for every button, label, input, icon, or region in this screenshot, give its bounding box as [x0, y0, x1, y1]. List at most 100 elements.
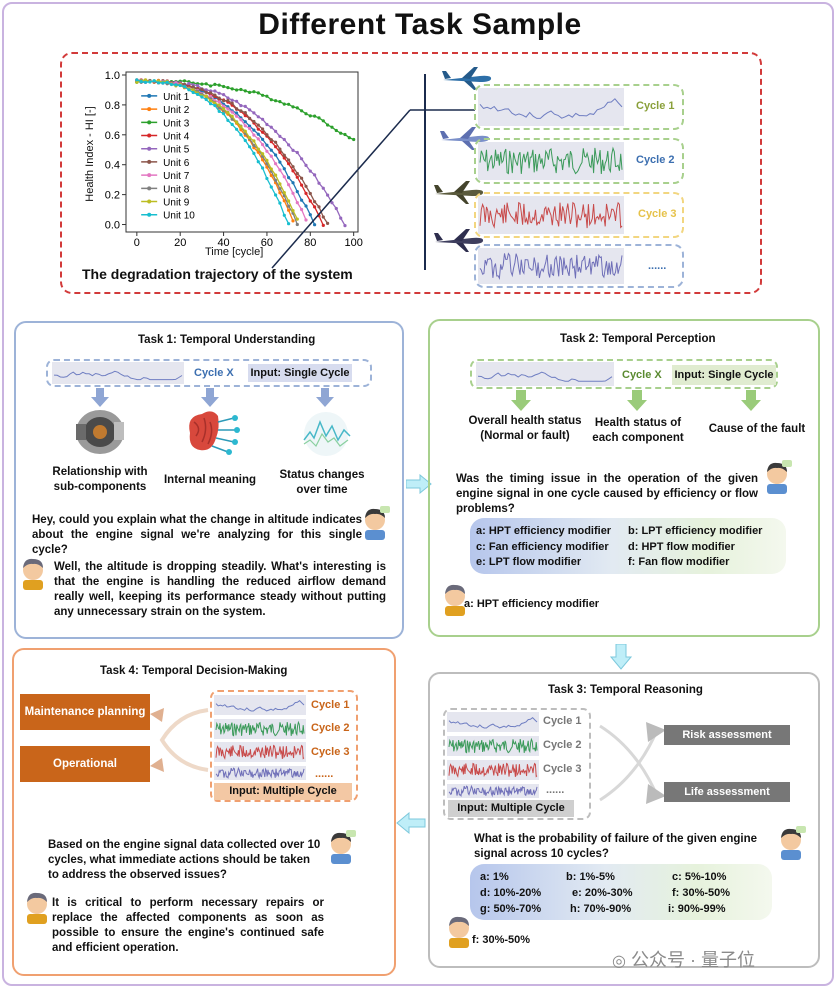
- option: a: 1%: [480, 871, 509, 883]
- risk-assessment-label: Risk assessment: [664, 725, 790, 745]
- signal-line: [448, 784, 538, 798]
- series-point: [213, 82, 217, 86]
- task4-input-label: Input: Multiple Cycle: [214, 783, 352, 800]
- series-point: [187, 88, 191, 92]
- series-point: [235, 127, 239, 131]
- option: a: HPT efficiency modifier: [476, 525, 612, 537]
- series-point: [278, 147, 282, 151]
- series-point: [226, 86, 230, 90]
- series-point: [248, 124, 252, 128]
- series-point: [243, 129, 247, 133]
- series-point: [217, 105, 221, 109]
- series-point: [282, 102, 286, 106]
- series-point: [295, 106, 299, 110]
- series-point: [308, 199, 312, 203]
- series-point: [204, 82, 208, 86]
- cycle-label: Cycle 1: [543, 715, 582, 727]
- task3-panel: [428, 672, 820, 968]
- task2-input-label: Input: Single Cycle: [672, 365, 776, 385]
- series-point: [252, 111, 256, 115]
- series-point: [252, 133, 256, 137]
- series-point: [334, 206, 338, 211]
- series-point: [330, 125, 334, 129]
- series-point: [339, 131, 343, 135]
- series-point: [278, 201, 282, 205]
- series-point: [291, 148, 295, 152]
- series-point: [304, 163, 308, 167]
- series-point: [230, 101, 234, 105]
- y-tick-label: 0.6: [105, 130, 120, 142]
- series-point: [222, 84, 226, 89]
- series-point: [261, 137, 265, 141]
- signal-trace: [447, 784, 539, 798]
- series-point: [222, 93, 226, 97]
- cycle-label: Cycle 2: [543, 739, 582, 751]
- airplane-icon: [434, 229, 484, 252]
- series-point: [317, 205, 321, 209]
- series-point: [226, 118, 230, 122]
- series-point: [278, 187, 282, 191]
- series-point: [204, 97, 208, 102]
- series-point: [148, 80, 152, 84]
- down-arrow-icon: [627, 390, 647, 411]
- series-point: [282, 137, 286, 142]
- series-point: [278, 168, 282, 172]
- task3-title: Task 3: Temporal Reasoning: [548, 684, 703, 696]
- option: g: 50%-70%: [480, 903, 542, 915]
- series-point: [269, 185, 273, 189]
- option: e: 20%-30%: [572, 887, 633, 899]
- legend-marker: [147, 212, 152, 217]
- series-point: [261, 117, 265, 121]
- series-point: [230, 98, 234, 102]
- life-assessment-label: Life assessment: [664, 782, 790, 802]
- legend-label: Unit 5: [163, 145, 190, 156]
- signal-trace: [214, 719, 306, 739]
- series-point: [252, 151, 256, 155]
- user-avatar-icon: [331, 830, 356, 864]
- signal-trace: [478, 142, 624, 180]
- series-point: [222, 107, 226, 111]
- user-avatar-icon: [365, 506, 390, 540]
- option: c: 5%-10%: [672, 871, 727, 883]
- series-point: [291, 191, 295, 195]
- series-point: [269, 125, 273, 129]
- series-point: [274, 129, 278, 133]
- series-point: [182, 85, 187, 89]
- series-point: [261, 127, 265, 131]
- series-point: [226, 111, 230, 115]
- cycle-panel-3: [474, 192, 684, 238]
- series-point: [295, 171, 299, 176]
- series-point: [339, 216, 343, 220]
- signal-line: [215, 766, 305, 780]
- series-point: [256, 91, 260, 95]
- series-point: [230, 122, 234, 127]
- series-point: [278, 160, 282, 164]
- chart-ylabel: Health Index - HI [-]: [84, 106, 96, 202]
- task4-cycles-box: [210, 690, 358, 802]
- series-point: [261, 166, 265, 170]
- series-point: [191, 90, 195, 95]
- signal-line: [479, 98, 623, 119]
- series-point: [295, 222, 299, 227]
- series-point: [269, 173, 273, 178]
- task4-title: Task 4: Temporal Decision-Making: [100, 665, 288, 677]
- series-point: [308, 114, 312, 118]
- legend-marker: [147, 120, 152, 125]
- task3-input-label: Input: Multiple Cycle: [448, 800, 574, 817]
- cycle-label: Cycle 1: [311, 699, 350, 711]
- series-point: [308, 169, 312, 173]
- series-point: [282, 213, 286, 217]
- series-point: [243, 89, 247, 93]
- task2-question: Was the timing issue in the operation of…: [456, 473, 758, 515]
- series-point: [222, 104, 226, 108]
- task1-answer: Well, the altitude is dropping steadily.…: [54, 561, 386, 618]
- series-point: [343, 132, 347, 137]
- series-point: [248, 116, 252, 121]
- series-point: [274, 99, 278, 103]
- task1-question: Hey, could you explain what the change i…: [32, 514, 362, 556]
- series-point: [265, 122, 269, 127]
- cycle-label: ......: [546, 784, 565, 796]
- right-arrow-icon: [406, 474, 432, 494]
- series-point: [243, 104, 247, 108]
